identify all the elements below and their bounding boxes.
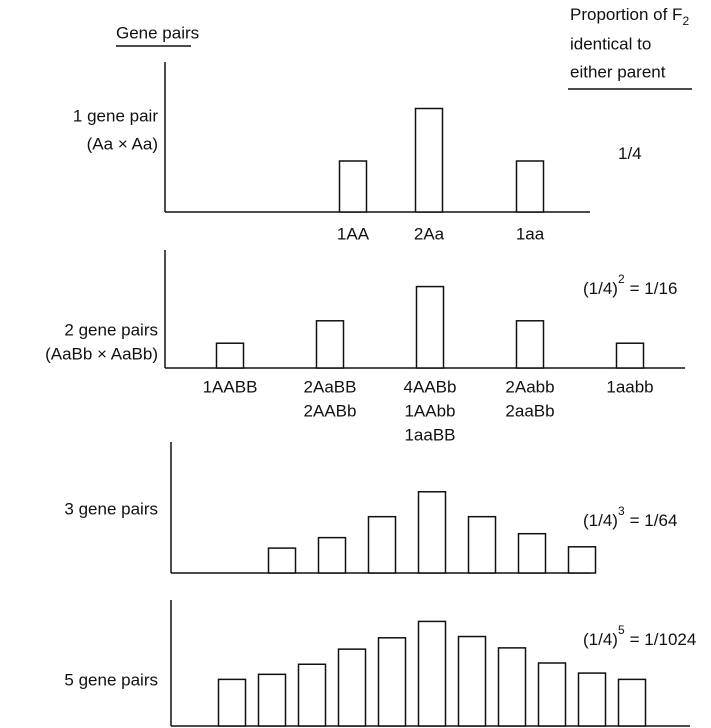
bar: [577, 672, 607, 727]
bar: [467, 515, 497, 574]
bar: [415, 285, 445, 369]
proportion: 1/4: [618, 144, 642, 163]
proportion-exponent: 3: [618, 504, 625, 518]
bar: [497, 647, 527, 727]
bar: [297, 663, 327, 727]
proportion-rest: = 1/16: [630, 279, 678, 298]
proportion-rest: = 1/64: [630, 511, 678, 530]
bar: [215, 342, 245, 369]
panel-label: (AaBb × AaBb): [45, 344, 158, 363]
bar: [567, 546, 597, 574]
bar: [377, 637, 407, 727]
bar: [457, 635, 487, 727]
category-label: 1aaBB: [404, 425, 455, 444]
proportion-text: 1/4: [618, 144, 642, 163]
proportion-heading: Proportion of F2: [570, 5, 689, 28]
bar: [417, 491, 447, 574]
proportion: (1/4)5 = 1/1024: [583, 623, 696, 649]
proportion-base: (1/4): [583, 630, 618, 649]
category-label: 4AABb: [404, 377, 457, 396]
category-label: 1AABB: [203, 377, 258, 396]
bar: [257, 673, 287, 727]
proportion-base: (1/4): [583, 279, 618, 298]
heading-line: identical to: [570, 34, 651, 53]
proportion-exponent: 2: [618, 272, 625, 286]
category-label: 1AA: [337, 224, 370, 243]
bar: [537, 662, 567, 727]
proportion-rest: = 1/1024: [630, 630, 697, 649]
category-label: 2AABb: [304, 401, 357, 420]
bar: [515, 160, 545, 213]
bar: [317, 536, 347, 574]
heading-text: Proportion of F: [570, 5, 682, 24]
heading-line: either parent: [570, 62, 666, 81]
bar: [417, 620, 447, 727]
category-label: 1aabb: [606, 377, 653, 396]
bar: [615, 342, 645, 369]
bar: [338, 160, 368, 213]
proportion: (1/4)2 = 1/16: [583, 272, 677, 298]
panel-label: 3 gene pairs: [64, 499, 158, 518]
category-label: 2aaBb: [505, 401, 554, 420]
bar: [217, 678, 247, 727]
bar: [315, 320, 345, 369]
panel-label: 1 gene pair: [73, 106, 158, 125]
heading-subscript: 2: [682, 14, 689, 28]
category-label: 1AAbb: [404, 401, 455, 420]
proportion-exponent: 5: [618, 623, 625, 637]
bar: [267, 547, 297, 574]
proportion-base: (1/4): [583, 511, 618, 530]
category-label: 1aa: [516, 224, 545, 243]
bar: [414, 107, 444, 213]
category-label: 2Aabb: [505, 377, 554, 396]
bar: [617, 678, 647, 727]
bar: [337, 648, 367, 727]
category-label: 2Aa: [414, 224, 445, 243]
panel-label: 2 gene pairs: [64, 320, 158, 339]
bar: [515, 320, 545, 369]
gene-pairs-heading: Gene pairs: [116, 23, 199, 42]
panel-label: (Aa × Aa): [87, 134, 158, 153]
panel-label: 5 gene pairs: [64, 670, 158, 689]
bar: [517, 532, 547, 574]
bar: [367, 515, 397, 574]
proportion: (1/4)3 = 1/64: [583, 504, 677, 530]
category-label: 2AaBB: [304, 377, 357, 396]
